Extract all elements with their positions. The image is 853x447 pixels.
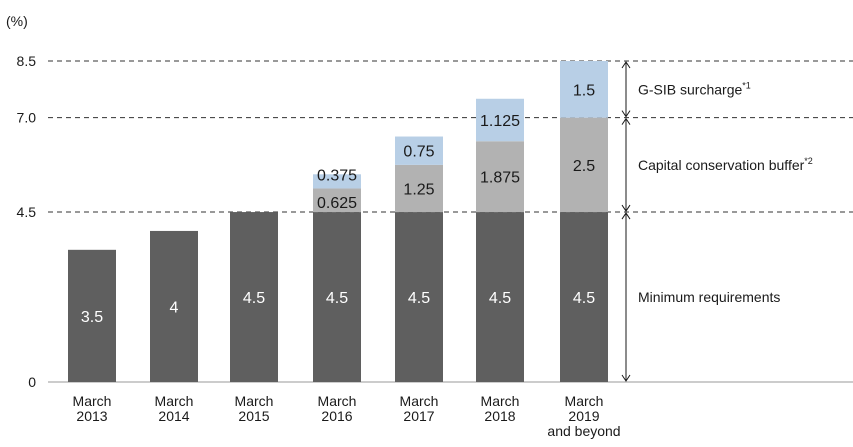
bracket-arrow-down: [621, 374, 631, 382]
bar-segment: [68, 249, 116, 382]
x-tick-label: 2018: [484, 408, 515, 424]
y-tick-label: 7.0: [17, 110, 37, 126]
bar-segment: [476, 212, 524, 382]
data-label: 1.125: [480, 113, 520, 130]
bracket-arrow-down: [621, 204, 631, 212]
x-tick-label: March: [73, 393, 112, 409]
x-axis: March2013March2014March2015March2016Marc…: [73, 393, 621, 439]
bar-segment: [560, 61, 608, 118]
y-axis: 0 4.5 7.0 8.5: [17, 53, 37, 390]
bracket-arrow-up: [621, 61, 631, 69]
x-tick-label: 2019: [568, 408, 599, 424]
data-label: 0.625: [317, 195, 357, 212]
bar-segment: [313, 212, 361, 382]
y-unit-label: (%): [6, 13, 28, 29]
y-tick-label: 0: [28, 374, 36, 390]
bar-segment: [230, 212, 278, 382]
x-tick-label: March: [481, 393, 520, 409]
range-brackets: G-SIB surcharge*1 Capital conservation bu…: [621, 61, 813, 382]
x-tick-label: 2016: [321, 408, 352, 424]
x-tick-label: 2013: [76, 408, 107, 424]
bar-segment: [476, 141, 524, 213]
bracket-label: Capital conservation buffer*2: [638, 156, 813, 173]
data-label: 4: [170, 299, 179, 316]
data-label: 4.5: [489, 290, 511, 307]
bar-segment: [150, 230, 198, 382]
bars: 3.5 4 4.5 4.5 0.625 0.375 4.5 1.25 0.75 4.5 1.875 1…: [68, 61, 608, 382]
bar-segment: [395, 136, 443, 165]
data-label: 1.875: [480, 170, 520, 187]
bracket-arrow-up: [621, 117, 631, 125]
x-tick-label: March: [565, 393, 604, 409]
bar-segment: [313, 174, 361, 189]
x-tick-label: 2017: [403, 408, 434, 424]
data-label: 1.25: [403, 181, 434, 198]
x-tick-label: and beyond: [547, 423, 620, 439]
data-label: 4.5: [573, 290, 595, 307]
x-tick-label: March: [318, 393, 357, 409]
x-tick-label: 2014: [158, 408, 189, 424]
data-label: 4.5: [243, 290, 265, 307]
data-label: 0.375: [317, 167, 357, 184]
data-label: 4.5: [408, 290, 430, 307]
data-label: 0.75: [403, 144, 434, 161]
bar-segment: [395, 164, 443, 213]
y-tick-label: 8.5: [17, 53, 37, 69]
y-tick-label: 4.5: [17, 204, 37, 220]
bar-segment: [560, 212, 608, 382]
bar-segment: [395, 212, 443, 382]
bracket-arrow-down: [621, 110, 631, 118]
bar-segment: [560, 117, 608, 213]
bracket-label: Minimum requirements: [638, 289, 780, 305]
x-tick-label: March: [155, 393, 194, 409]
x-tick-label: March: [400, 393, 439, 409]
bracket-label: G-SIB surcharge*1: [638, 80, 751, 97]
data-label: 1.5: [573, 82, 595, 99]
bar-segment: [313, 188, 361, 213]
data-label: 3.5: [81, 309, 103, 326]
bracket-arrow-up: [621, 212, 631, 220]
data-label: 2.5: [573, 158, 595, 175]
bar-segment: [476, 98, 524, 142]
x-tick-label: 2015: [238, 408, 269, 424]
x-tick-label: March: [235, 393, 274, 409]
data-label: 4.5: [326, 290, 348, 307]
